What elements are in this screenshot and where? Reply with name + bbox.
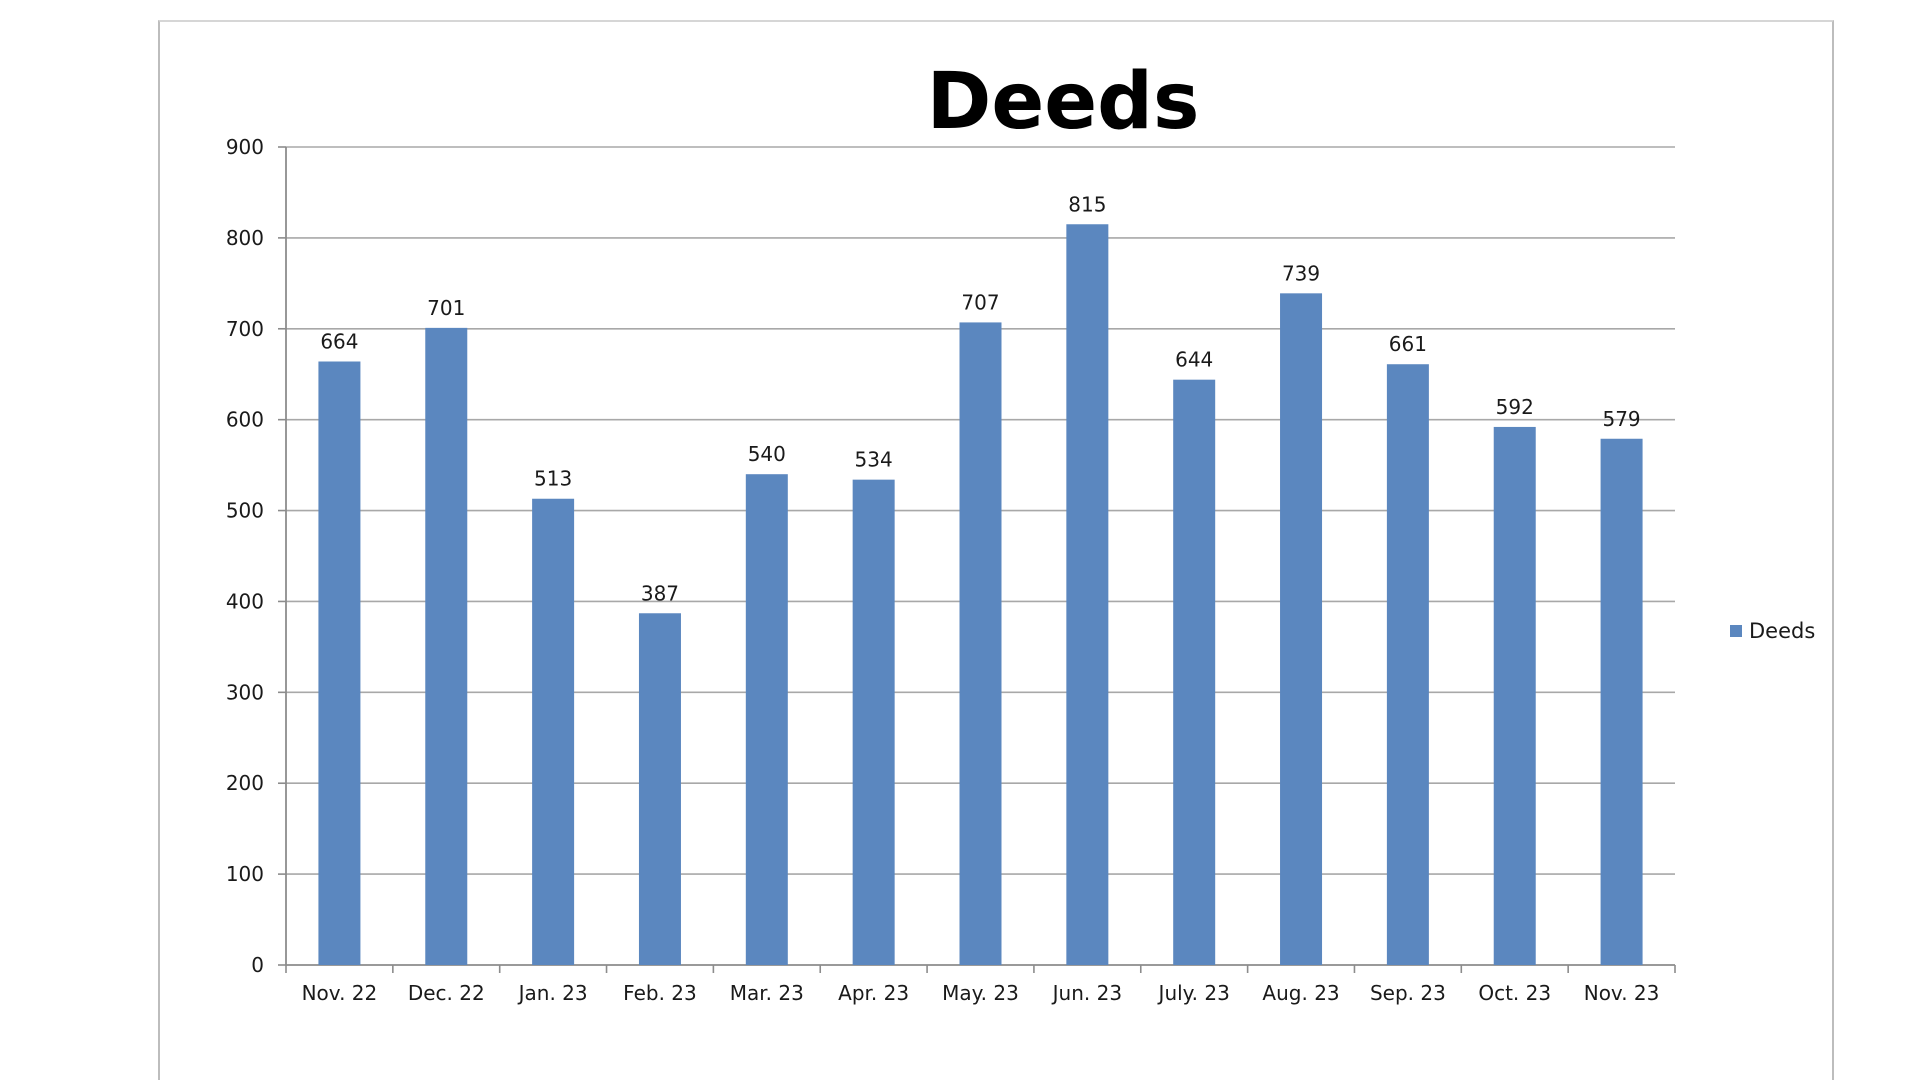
x-tick-label: Nov. 23 [1584, 981, 1660, 1005]
x-tick-label: Apr. 23 [838, 981, 909, 1005]
x-tick-label: Feb. 23 [623, 981, 697, 1005]
x-tick-label: Aug. 23 [1262, 981, 1339, 1005]
y-tick-label: 900 [226, 135, 264, 159]
legend-swatch [1730, 625, 1742, 637]
y-tick-label: 700 [226, 317, 264, 341]
bar-oct-23 [1493, 426, 1536, 966]
data-label: 661 [1389, 332, 1427, 356]
data-label: 664 [320, 329, 358, 353]
x-tick-label: Jan. 23 [517, 981, 588, 1005]
data-label: 701 [427, 296, 465, 320]
y-tick-label: 500 [226, 499, 264, 523]
chart-frame [158, 20, 1834, 1080]
y-tick-label: 300 [226, 680, 264, 704]
bar-nov-23 [1600, 438, 1643, 966]
bar-apr-23 [852, 479, 895, 965]
data-label: 513 [534, 467, 572, 491]
x-tick-label: Nov. 22 [302, 981, 378, 1005]
bar-jan-23 [532, 498, 575, 965]
data-label: 534 [855, 448, 893, 472]
bar-mar-23 [745, 474, 788, 965]
bar-sep-23 [1386, 364, 1429, 965]
bar-aug-23 [1280, 293, 1323, 965]
y-tick-label: 200 [226, 771, 264, 795]
bar-jun-23 [1066, 224, 1109, 965]
data-label: 540 [748, 442, 786, 466]
x-tick-label: Jun. 23 [1051, 981, 1122, 1005]
axes: 0 100 200 300 400 500 600 700 800 900 Nov. 22 Dec. … [226, 135, 1676, 1005]
x-tick-label: May. 23 [942, 981, 1019, 1005]
legend-label-deeds: Deeds [1749, 619, 1815, 643]
data-label: 579 [1602, 407, 1640, 431]
y-tick-label: 400 [226, 589, 264, 613]
data-label: 592 [1496, 395, 1534, 419]
y-tick-label: 100 [226, 862, 264, 886]
data-label: 387 [641, 581, 679, 605]
x-tick-label: Sep. 23 [1370, 981, 1446, 1005]
y-tick-label: 0 [251, 953, 264, 977]
bars [318, 224, 1643, 966]
x-tick-label: Oct. 23 [1478, 981, 1551, 1005]
bar-july-23 [1173, 379, 1216, 966]
data-label: 644 [1175, 348, 1213, 372]
data-labels: 664 701 513 387 540 534 707 815 644 739 661 592 579 [320, 192, 1640, 605]
data-label: 815 [1068, 192, 1106, 216]
bar-may-23 [959, 322, 1002, 966]
x-tick-label: Mar. 23 [730, 981, 804, 1005]
y-tick-label: 800 [226, 226, 264, 250]
y-tick-label: 600 [226, 408, 264, 432]
x-tick-label: July. 23 [1157, 981, 1230, 1005]
bar-dec-22 [425, 327, 468, 965]
legend: Deeds [1730, 619, 1815, 643]
data-label: 707 [961, 290, 999, 314]
bar-feb-23 [638, 613, 681, 965]
chart-title: Deeds [927, 57, 1200, 147]
x-tick-label: Dec. 22 [408, 981, 485, 1005]
data-label: 739 [1282, 261, 1320, 285]
bar-nov-22 [318, 361, 361, 965]
